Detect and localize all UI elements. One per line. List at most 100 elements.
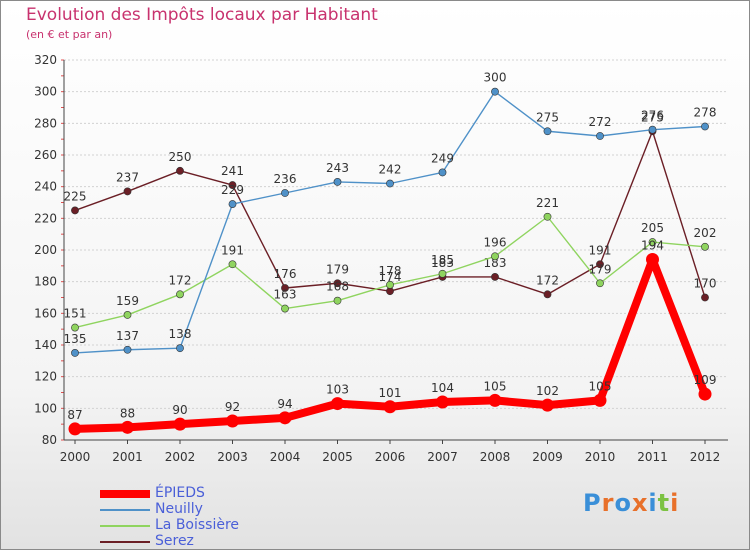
data-label-neuilly: 229 (221, 183, 244, 197)
data-label--pieds: 102 (536, 384, 559, 398)
data-label-la-boissi-re: 172 (169, 273, 192, 287)
data-label-serez: 241 (221, 164, 244, 178)
data-label-neuilly: 272 (589, 115, 612, 129)
data-label-neuilly: 300 (484, 71, 507, 85)
x-tick-label-2004: 2004 (270, 450, 301, 464)
y-tick-label-240: 240 (34, 180, 57, 194)
data-label--pieds: 105 (484, 379, 507, 393)
y-tick-label-120: 120 (34, 370, 57, 384)
logo-letter: i (670, 489, 680, 517)
data-point-neuilly (333, 178, 342, 186)
x-tick-label-2007: 2007 (427, 450, 458, 464)
data-label-la-boissi-re: 168 (326, 280, 349, 294)
data-point-serez (281, 284, 289, 292)
y-tick-label-180: 180 (34, 275, 57, 289)
data-label-neuilly: 276 (641, 109, 664, 123)
data-label-serez: 179 (326, 262, 349, 276)
data-point--pieds (488, 393, 502, 407)
data-point-neuilly (543, 127, 552, 136)
y-tick-label-320: 320 (34, 53, 57, 67)
data-label--pieds: 101 (379, 386, 402, 400)
data-label--pieds: 94 (277, 397, 292, 411)
data-point-la-boissi-re (71, 323, 79, 332)
data-label-neuilly: 236 (274, 172, 297, 186)
data-point--pieds (541, 398, 554, 412)
data-point-neuilly (491, 87, 499, 96)
data-label-serez: 237 (116, 170, 139, 184)
data-label--pieds: 87 (67, 408, 82, 422)
data-point--pieds (173, 417, 187, 431)
data-point-serez (491, 273, 499, 281)
y-tick-label-140: 140 (34, 338, 57, 352)
data-label--pieds: 92 (225, 400, 240, 414)
x-tick-label-2009: 2009 (532, 450, 563, 464)
data-label-la-boissi-re: 196 (484, 235, 507, 249)
data-label-serez: 170 (694, 277, 717, 291)
logo-letter: o (614, 489, 632, 517)
data-point-neuilly (281, 189, 289, 197)
x-tick-label-2001: 2001 (112, 450, 143, 464)
data-label-la-boissi-re: 191 (221, 243, 244, 257)
data-label-serez: 191 (589, 243, 612, 257)
data-point-la-boissi-re (123, 311, 132, 319)
data-label--pieds: 103 (326, 383, 349, 397)
data-label-la-boissi-re: 221 (536, 196, 559, 210)
data-label-neuilly: 135 (64, 332, 87, 346)
data-point-la-boissi-re (281, 304, 289, 313)
data-point--pieds (383, 400, 397, 414)
legend-label-la-boissi-re: La Boissière (155, 517, 240, 533)
data-label-la-boissi-re: 202 (694, 226, 717, 240)
x-tick-label-2011: 2011 (637, 450, 668, 464)
data-label-la-boissi-re: 159 (116, 294, 139, 308)
data-label-neuilly: 278 (694, 106, 717, 120)
data-label-serez: 275 (641, 110, 664, 124)
y-tick-label-160: 160 (34, 306, 57, 320)
data-point-la-boissi-re (176, 290, 184, 299)
data-point-serez (701, 293, 709, 302)
data-label-neuilly: 275 (536, 110, 559, 124)
data-point-neuilly (596, 132, 604, 140)
y-tick-label-220: 220 (34, 211, 57, 225)
data-point--pieds (646, 253, 659, 266)
y-tick-label-80: 80 (42, 433, 57, 447)
data-point-serez (596, 260, 604, 269)
data-label-neuilly: 137 (116, 329, 139, 343)
data-label--pieds: 88 (120, 406, 135, 420)
logo-letter: r (601, 489, 615, 517)
data-point-la-boissi-re (438, 269, 447, 278)
data-point-neuilly (71, 349, 79, 357)
data-point-neuilly (438, 168, 447, 177)
legend-label-neuilly: Neuilly (155, 501, 203, 517)
data-point-neuilly (123, 345, 132, 354)
y-tick-label-280: 280 (34, 116, 57, 130)
data-point--pieds (278, 411, 292, 425)
y-tick-label-200: 200 (34, 243, 57, 257)
data-label-neuilly: 242 (379, 163, 402, 177)
data-point--pieds (436, 395, 449, 409)
data-point--pieds (226, 414, 239, 428)
data-point-la-boissi-re (333, 296, 342, 305)
data-point-neuilly (176, 344, 184, 353)
data-label-la-boissi-re: 205 (641, 221, 664, 235)
data-point-serez (543, 290, 552, 299)
data-point-neuilly (228, 200, 237, 208)
data-label-serez: 183 (431, 256, 454, 270)
data-label-la-boissi-re: 179 (589, 262, 612, 276)
legend-swatch--pieds (100, 490, 150, 498)
data-label--pieds: 104 (431, 381, 454, 395)
data-point-neuilly (701, 122, 709, 131)
y-tick-label-260: 260 (34, 148, 57, 162)
x-tick-label-2006: 2006 (375, 450, 406, 464)
legend-swatch-neuilly (100, 509, 150, 511)
data-label-serez: 225 (64, 189, 87, 203)
data-label--pieds: 105 (589, 379, 612, 393)
x-tick-label-2012: 2012 (690, 450, 721, 464)
x-tick-label-2005: 2005 (322, 450, 353, 464)
data-label-serez: 176 (274, 267, 297, 281)
x-tick-label-2000: 2000 (60, 450, 91, 464)
legend-swatch-la-boissi-re (100, 525, 150, 527)
x-tick-label-2003: 2003 (217, 450, 248, 464)
logo-letter: t (657, 489, 671, 517)
data-point-serez (71, 206, 79, 215)
data-point--pieds (121, 420, 134, 434)
